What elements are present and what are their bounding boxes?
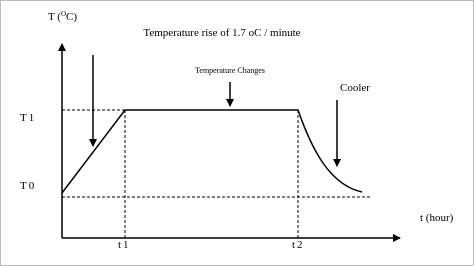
temperature-profile xyxy=(61,109,363,194)
y-axis-label-tail: C) xyxy=(66,11,77,23)
upper-level-label: T1 xyxy=(20,112,36,124)
changes-annotation: Temperature Changes xyxy=(195,66,265,75)
y-axis-label-main: T ( xyxy=(48,11,61,23)
y-axis-label-sup: O xyxy=(61,10,66,18)
y-axis-label: T (OC) xyxy=(48,10,77,23)
second-time-label: t2 xyxy=(292,239,305,251)
lower-level-label: T0 xyxy=(20,180,36,192)
rise-annotation: Temperature rise of 1.7 oC / minute xyxy=(143,27,300,39)
x-axis-label: t (hour) xyxy=(420,212,454,224)
first-time-label: t1 xyxy=(118,239,131,251)
cooler-annotation: Cooler xyxy=(340,82,370,94)
